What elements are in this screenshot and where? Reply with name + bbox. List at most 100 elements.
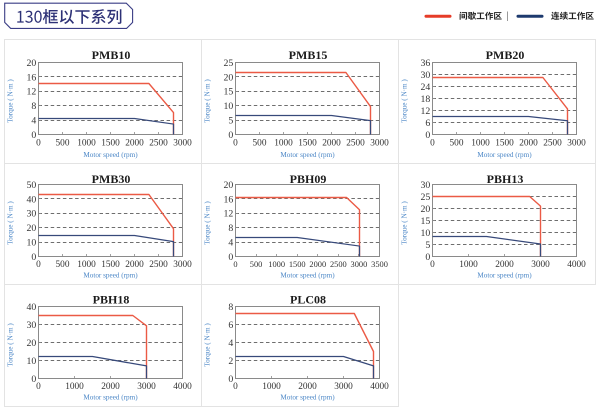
svg-text:10: 10 bbox=[27, 356, 37, 367]
svg-text:4000: 4000 bbox=[173, 382, 192, 392]
svg-text:0: 0 bbox=[233, 382, 238, 392]
svg-text:Motor speed (rpm): Motor speed (rpm) bbox=[477, 151, 532, 159]
svg-text:4000: 4000 bbox=[567, 260, 586, 270]
svg-text:8: 8 bbox=[228, 302, 233, 313]
svg-text:2000: 2000 bbox=[125, 260, 144, 270]
svg-text:20: 20 bbox=[224, 180, 234, 191]
svg-text:12: 12 bbox=[27, 87, 37, 98]
svg-text:0: 0 bbox=[430, 260, 435, 270]
svg-text:PMB20: PMB20 bbox=[486, 48, 525, 62]
svg-text:12: 12 bbox=[421, 106, 431, 117]
svg-text:16: 16 bbox=[27, 72, 37, 83]
svg-text:0: 0 bbox=[36, 139, 41, 149]
svg-text:0: 0 bbox=[228, 252, 233, 263]
svg-text:2500: 2500 bbox=[346, 139, 365, 149]
svg-text:30: 30 bbox=[421, 70, 431, 81]
svg-text:0: 0 bbox=[31, 374, 36, 385]
svg-text:2500: 2500 bbox=[149, 260, 168, 270]
svg-text:4000: 4000 bbox=[370, 382, 389, 392]
svg-text:16: 16 bbox=[224, 194, 234, 205]
svg-text:1500: 1500 bbox=[289, 260, 306, 269]
svg-text:4: 4 bbox=[228, 338, 233, 349]
svg-text:Torque ( N·m ): Torque ( N·m ) bbox=[401, 79, 409, 123]
svg-text:0: 0 bbox=[36, 260, 41, 270]
svg-text:500: 500 bbox=[56, 139, 70, 149]
svg-text:20: 20 bbox=[27, 338, 37, 349]
svg-text:0: 0 bbox=[425, 130, 430, 141]
svg-text:10: 10 bbox=[27, 238, 37, 249]
svg-text:5: 5 bbox=[228, 116, 233, 127]
svg-text:20: 20 bbox=[27, 58, 37, 69]
svg-text:2: 2 bbox=[228, 356, 233, 367]
svg-text:PLC08: PLC08 bbox=[290, 293, 326, 307]
svg-text:5: 5 bbox=[425, 240, 430, 251]
svg-text:PMB30: PMB30 bbox=[92, 172, 131, 186]
svg-text:500: 500 bbox=[250, 260, 263, 269]
svg-text:PMB10: PMB10 bbox=[92, 48, 131, 62]
svg-text:25: 25 bbox=[421, 192, 431, 203]
svg-text:4: 4 bbox=[31, 116, 36, 127]
svg-text:12: 12 bbox=[224, 209, 234, 220]
svg-text:3000: 3000 bbox=[173, 139, 192, 149]
svg-text:2000: 2000 bbox=[322, 139, 341, 149]
svg-text:50: 50 bbox=[27, 180, 37, 191]
svg-text:2000: 2000 bbox=[298, 382, 317, 392]
svg-text:Torque ( N·m ): Torque ( N·m ) bbox=[7, 79, 15, 123]
svg-text:Torque ( N·m ): Torque ( N·m ) bbox=[7, 201, 15, 245]
svg-text:2500: 2500 bbox=[543, 139, 562, 149]
svg-text:Motor speed (rpm): Motor speed (rpm) bbox=[83, 393, 138, 401]
svg-text:1500: 1500 bbox=[101, 139, 120, 149]
svg-text:2000: 2000 bbox=[495, 260, 514, 270]
svg-text:36: 36 bbox=[421, 58, 431, 69]
svg-text:0: 0 bbox=[36, 382, 41, 392]
svg-text:2500: 2500 bbox=[149, 139, 168, 149]
svg-text:Motor speed (rpm): Motor speed (rpm) bbox=[477, 271, 532, 279]
svg-text:30: 30 bbox=[27, 320, 37, 331]
svg-text:30: 30 bbox=[27, 209, 37, 220]
svg-text:3000: 3000 bbox=[173, 260, 192, 270]
svg-text:2000: 2000 bbox=[519, 139, 538, 149]
svg-text:30: 30 bbox=[421, 180, 431, 191]
svg-text:10: 10 bbox=[421, 228, 431, 239]
svg-text:1000: 1000 bbox=[65, 382, 84, 392]
svg-text:3000: 3000 bbox=[567, 139, 586, 149]
svg-text:10: 10 bbox=[224, 101, 234, 112]
svg-text:Torque ( N·m ): Torque ( N·m ) bbox=[204, 323, 212, 367]
svg-text:2000: 2000 bbox=[309, 260, 326, 269]
svg-text:15: 15 bbox=[421, 216, 431, 227]
svg-text:0: 0 bbox=[228, 374, 233, 385]
svg-text:0: 0 bbox=[425, 252, 430, 263]
svg-text:Torque ( N·m ): Torque ( N·m ) bbox=[401, 201, 409, 245]
svg-text:1000: 1000 bbox=[459, 260, 478, 270]
svg-text:2500: 2500 bbox=[330, 260, 347, 269]
svg-text:Torque ( N·m ): Torque ( N·m ) bbox=[7, 323, 15, 367]
svg-text:0: 0 bbox=[228, 130, 233, 141]
svg-text:PBH13: PBH13 bbox=[487, 172, 524, 186]
svg-text:6: 6 bbox=[425, 118, 430, 129]
svg-text:3000: 3000 bbox=[351, 260, 368, 269]
svg-text:1500: 1500 bbox=[298, 139, 317, 149]
svg-text:1500: 1500 bbox=[101, 260, 120, 270]
svg-text:2000: 2000 bbox=[125, 139, 144, 149]
svg-text:3000: 3000 bbox=[531, 260, 550, 270]
svg-text:Torque ( N·m ): Torque ( N·m ) bbox=[204, 79, 212, 123]
svg-text:3000: 3000 bbox=[370, 139, 389, 149]
svg-text:20: 20 bbox=[421, 204, 431, 215]
svg-text:1000: 1000 bbox=[262, 382, 281, 392]
svg-text:0: 0 bbox=[233, 139, 238, 149]
svg-text:1000: 1000 bbox=[471, 139, 490, 149]
svg-text:24: 24 bbox=[421, 82, 431, 93]
svg-text:20: 20 bbox=[224, 72, 234, 83]
svg-text:0: 0 bbox=[233, 260, 237, 269]
svg-text:6: 6 bbox=[228, 320, 233, 331]
svg-text:500: 500 bbox=[56, 260, 70, 270]
svg-text:Motor speed (rpm): Motor speed (rpm) bbox=[280, 393, 335, 401]
svg-text:500: 500 bbox=[450, 139, 464, 149]
svg-text:20: 20 bbox=[27, 223, 37, 234]
svg-text:PBH09: PBH09 bbox=[290, 172, 327, 186]
svg-text:1000: 1000 bbox=[268, 260, 285, 269]
svg-text:40: 40 bbox=[27, 194, 37, 205]
svg-text:Motor speed (rpm): Motor speed (rpm) bbox=[280, 271, 335, 279]
svg-text:1000: 1000 bbox=[274, 139, 293, 149]
svg-text:2000: 2000 bbox=[101, 382, 120, 392]
